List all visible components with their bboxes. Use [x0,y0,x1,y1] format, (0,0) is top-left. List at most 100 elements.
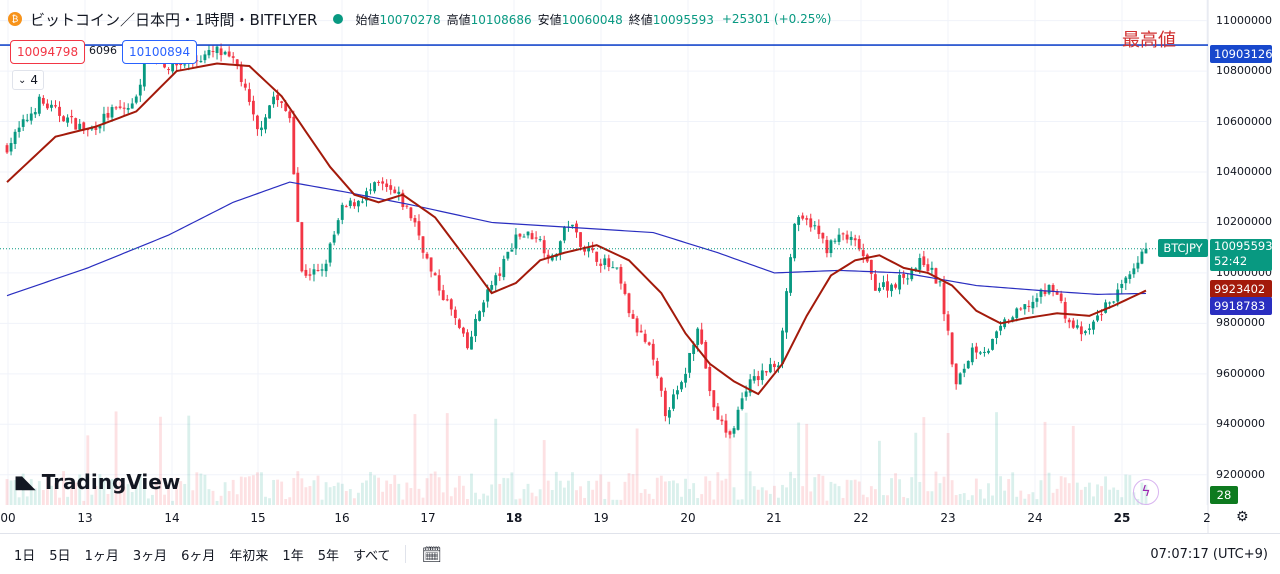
candle-body [122,107,126,109]
indicator-toggle-button[interactable]: ⌄ 4 [12,70,44,90]
candle-body [312,269,316,275]
candle-body [591,248,595,251]
candle-body [991,338,994,350]
candle-body [558,241,562,254]
volume-bar [280,481,284,505]
volume-bar [433,471,437,505]
candle-body [58,106,61,116]
volume-bar [13,480,17,505]
candle-body [1116,289,1120,302]
price-tick-label: 9600000 [1216,366,1265,380]
range-button[interactable]: 1年 [282,548,304,564]
candle-body [328,243,332,263]
candle-body [869,259,873,274]
volume-bar [1051,492,1055,505]
volume-bar [708,480,712,505]
candle-body [171,59,175,72]
candle-body [118,106,122,108]
candle-body [466,332,469,349]
chart-header: ₿ ビットコイン／日本円・1時間・BITFLYER 始値10070278 高値1… [8,8,831,30]
candle-body [1128,274,1132,279]
volume-bar [247,476,251,505]
candle-body [1059,293,1063,301]
volume-bar [672,480,675,505]
candle-body [740,398,744,410]
candle-body [615,267,619,269]
chart-overlay [0,44,1208,250]
candle-body [801,215,805,219]
volume-bar [336,482,340,505]
candle-body [579,232,582,247]
range-button[interactable]: 6ヶ月 [181,548,216,564]
time-tick-label: 14 [164,511,180,525]
candle-body [571,224,574,227]
candle-body [167,69,170,71]
range-button[interactable]: 1日 [14,548,36,564]
range-button[interactable]: 5年 [317,548,339,564]
candle-body [797,216,801,225]
candle-body [651,343,655,360]
volume-bar [861,494,865,505]
volume-bar [401,499,405,505]
clock[interactable]: 07:07:17 (UTC+9) [1150,546,1268,562]
time-tick-label: 22 [853,511,869,525]
volume-bar [453,487,457,505]
range-button[interactable]: 年初来 [229,548,269,564]
volume-bar [195,472,199,505]
grid-lines [0,0,1209,533]
volume-label: 28 [1210,486,1238,504]
volume-bar [1120,497,1124,505]
candle-body [268,105,271,119]
candle-body [98,125,102,129]
candle-body [1011,317,1015,322]
symbol-title[interactable]: ビットコイン／日本円・1時間・BITFLYER [30,10,318,29]
candle-body [397,191,401,194]
candle-body [33,112,37,115]
volume-bar [227,491,231,505]
volume-bar [41,490,45,505]
volume-bar [1055,488,1059,505]
candle-body [930,267,934,270]
volume-bar [187,415,191,505]
candle-body [878,287,881,291]
volume-bar [110,478,114,505]
volume-bar [126,484,130,505]
candle-body [106,112,110,118]
volume-bar [272,479,275,505]
volume-bar [361,482,364,505]
volume-bar [825,500,829,505]
lightning-icon[interactable]: ϟ [1133,479,1159,505]
candle-body [704,342,708,369]
volume-bar [890,478,893,505]
range-button[interactable]: 5日 [49,548,71,564]
volume-bar [918,481,922,505]
candle-body [934,268,938,284]
volume-bar [615,499,619,505]
candle-body [894,284,897,288]
volume-bar [381,491,385,505]
bar-countdown: 52:42 [1214,254,1248,268]
buy-price-button[interactable]: 10100894 [122,40,198,64]
volume-bar [316,475,320,505]
volume-bar [534,496,538,505]
volume-bar [284,499,288,505]
range-button[interactable]: すべて [352,548,391,564]
candle-body [251,100,255,115]
date-range-icon[interactable]: 🗓 [421,544,442,564]
range-button[interactable]: 1ヶ月 [84,548,119,564]
range-button[interactable]: 3ヶ月 [132,548,168,564]
candle-body [663,390,667,417]
volume-bar [70,478,74,505]
candle-body [789,257,792,293]
volume-bar [926,491,930,505]
candle-body [110,107,114,118]
ohlc-open: 始値10070278 [355,12,441,27]
volume-bar [627,473,631,505]
candle-body [62,116,65,122]
sell-price-button[interactable]: 10094798 [10,40,86,64]
gear-icon[interactable]: ⚙ [1236,509,1249,525]
ohlc-close: 終値10095593 [628,12,714,27]
candle-body [1079,326,1083,335]
volume-bar [1088,482,1091,505]
